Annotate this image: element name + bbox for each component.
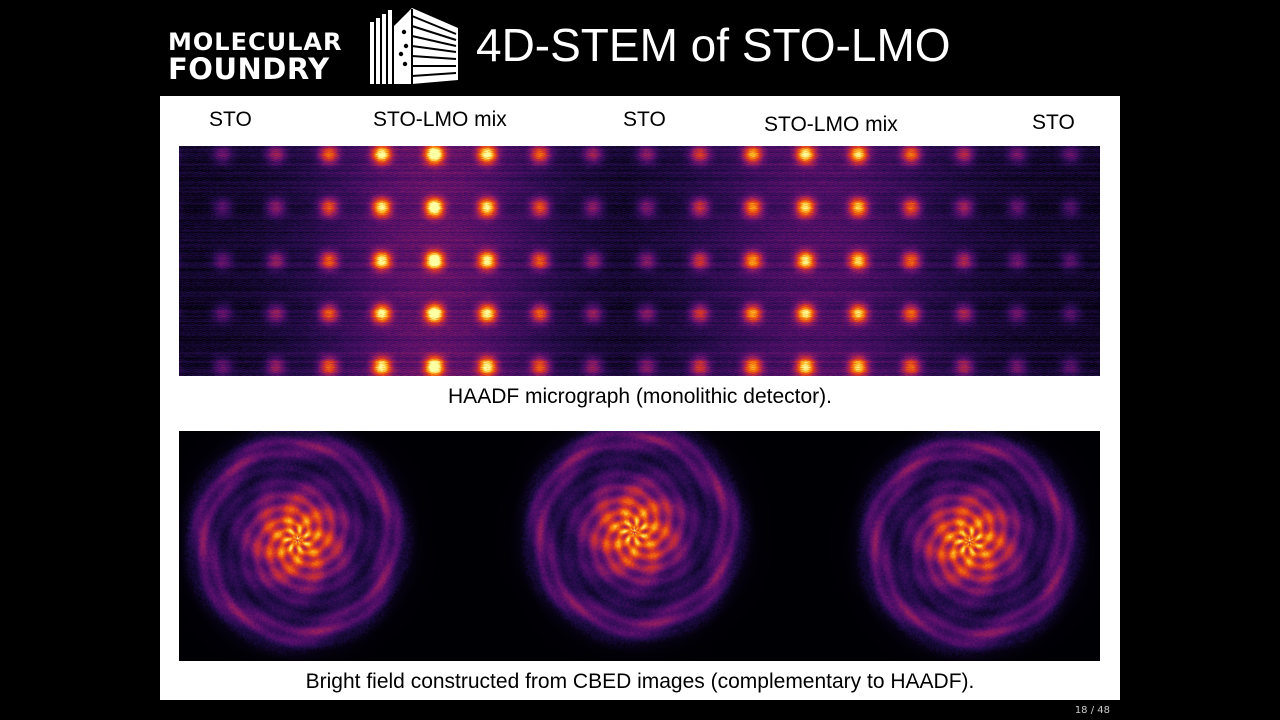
bright-field-cbed-image [179, 431, 1100, 661]
page-number: 18 / 48 [1074, 705, 1110, 716]
region-label-mix-2: STO-LMO mix [764, 113, 898, 136]
content-panel: STO STO-LMO mix STO STO-LMO mix STO HAAD… [160, 96, 1120, 700]
region-label-sto-1: STO [209, 108, 252, 131]
region-label-mix-1: STO-LMO mix [373, 108, 507, 131]
building-logo-icon [370, 8, 458, 84]
slide-title: 4D-STEM of STO-LMO [476, 19, 951, 71]
haadf-caption: HAADF micrograph (monolithic detector). [448, 385, 832, 408]
bright-field-caption: Bright field constructed from CBED image… [305, 670, 975, 693]
haadf-micrograph-image [179, 146, 1100, 376]
logo-line2: FOUNDRY [168, 52, 330, 86]
molecular-foundry-logo: MOLECULAR FOUNDRY [168, 30, 363, 84]
region-label-sto-2: STO [623, 108, 666, 131]
region-label-sto-3: STO [1032, 111, 1075, 134]
logo-line1: MOLECULAR [168, 28, 343, 56]
